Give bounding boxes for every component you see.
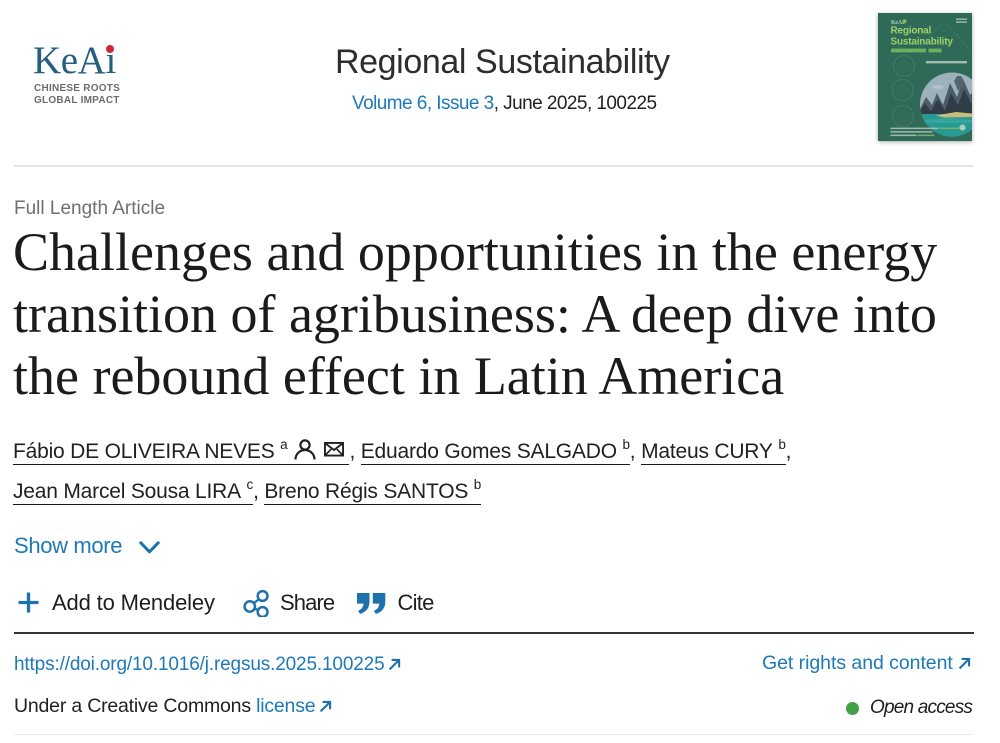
svg-text:Regional: Regional bbox=[891, 26, 932, 37]
svg-text:Sustainability: Sustainability bbox=[891, 36, 954, 47]
svg-text:KeAi: KeAi bbox=[891, 20, 904, 26]
